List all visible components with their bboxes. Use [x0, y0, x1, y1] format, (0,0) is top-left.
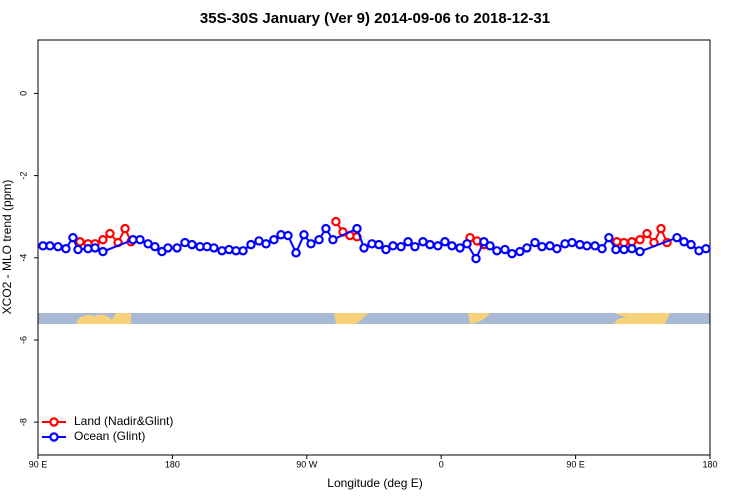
point [500, 244, 510, 255]
point [396, 241, 406, 252]
map-strip [38, 313, 710, 324]
point [471, 253, 481, 264]
point [98, 246, 108, 257]
x-axis-label: Longitude (deg E) [327, 476, 422, 490]
point [352, 223, 362, 234]
point [261, 239, 271, 249]
legend-marker [49, 432, 59, 442]
point [515, 246, 525, 257]
point [321, 223, 331, 234]
point [90, 243, 100, 253]
chart-title: 35S-30S January (Ver 9) 2014-09-06 to 20… [200, 10, 550, 27]
legend-label: Ocean (Glint) [74, 429, 145, 443]
point [410, 241, 420, 252]
point [522, 243, 532, 253]
point [388, 241, 398, 251]
x-tick-label: 90 E [29, 459, 48, 469]
point [105, 228, 115, 239]
legend-marker [49, 417, 59, 427]
point [306, 239, 316, 249]
x-tick-label: 180 [702, 459, 717, 469]
point [75, 237, 85, 247]
point [552, 244, 562, 254]
point [246, 239, 256, 250]
point [433, 241, 443, 251]
point [479, 237, 489, 247]
point [507, 248, 517, 259]
point [73, 244, 83, 255]
point [403, 237, 413, 247]
point [462, 239, 472, 249]
point [619, 244, 629, 255]
point [150, 241, 160, 252]
point [314, 234, 324, 245]
point [604, 232, 614, 243]
point [537, 241, 547, 252]
point [425, 239, 435, 250]
point [567, 237, 577, 248]
y-axis-label: XCO2 - MLO trend (ppm) [0, 180, 14, 315]
point [283, 230, 293, 241]
point [98, 234, 108, 245]
x-tick-label: 90 E [566, 459, 585, 469]
point [331, 216, 341, 227]
point [238, 246, 248, 256]
point [291, 248, 301, 258]
y-tick-label: -6 [18, 336, 28, 344]
point [187, 239, 197, 250]
point [455, 243, 465, 253]
y-tick-label: -8 [18, 418, 28, 426]
point [492, 246, 502, 256]
point [61, 244, 71, 254]
point [172, 243, 182, 253]
point [440, 237, 450, 247]
point [328, 234, 338, 245]
land-patch [334, 313, 368, 324]
y-tick-label: -2 [18, 172, 28, 180]
point [672, 232, 682, 243]
point [642, 228, 652, 239]
point [120, 223, 130, 234]
point [530, 237, 540, 248]
point [135, 234, 145, 245]
point [627, 244, 637, 254]
point [163, 243, 173, 253]
point [485, 241, 495, 251]
point [597, 244, 607, 254]
point [374, 239, 384, 250]
point [209, 243, 219, 253]
legend: Land (Nadir&Glint)Ocean (Glint) [42, 414, 173, 443]
land-patch [468, 313, 490, 324]
point [269, 234, 279, 245]
land-patch [614, 313, 670, 324]
point [447, 241, 457, 251]
x-tick-label: 180 [165, 459, 180, 469]
x-tick-label: 0 [439, 459, 444, 469]
point [701, 244, 711, 254]
legend-label: Land (Nadir&Glint) [74, 414, 173, 428]
point [299, 230, 309, 240]
point [381, 244, 391, 255]
point [45, 241, 55, 251]
point [68, 232, 78, 243]
point [53, 241, 63, 252]
point [656, 223, 666, 234]
point [635, 246, 645, 257]
x-tick-label: 90 W [296, 459, 318, 469]
point [686, 239, 696, 250]
ocean-strip [38, 313, 710, 324]
point [359, 243, 369, 253]
point [611, 244, 621, 255]
y-tick-label: -4 [18, 254, 28, 262]
land-patch [76, 313, 131, 324]
y-tick-label: 0 [18, 91, 28, 96]
point [635, 234, 645, 245]
point [582, 241, 592, 251]
